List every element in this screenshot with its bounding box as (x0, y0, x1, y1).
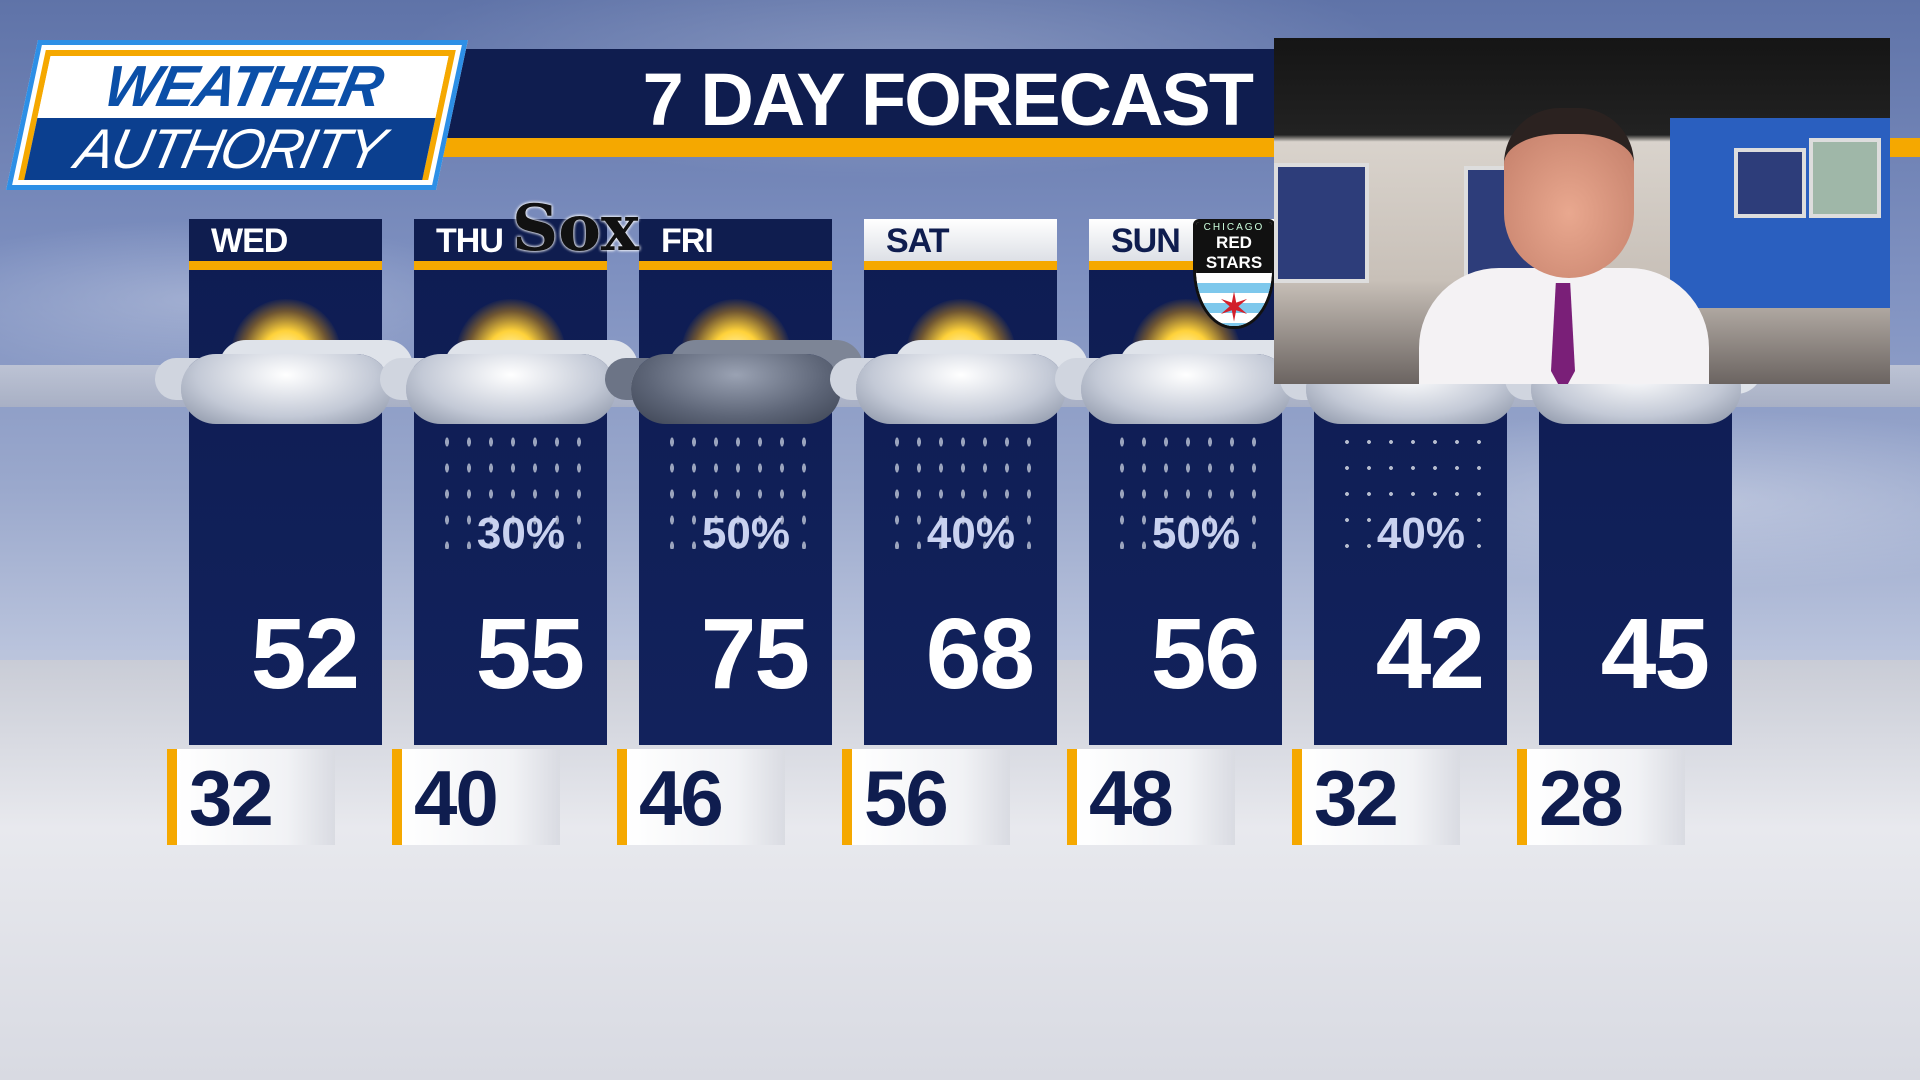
header-gold-stripe (864, 261, 1057, 270)
white-sox-logo: Sox (512, 191, 640, 266)
snow-icon (1336, 429, 1486, 549)
studio-screen (1809, 138, 1881, 218)
meteorologist (1419, 108, 1709, 384)
cloud-icon (631, 354, 841, 424)
day-column: FRI 50% 75 (631, 219, 841, 745)
high-temp: 56 (1150, 598, 1260, 710)
day-label: THU (414, 219, 607, 261)
low-temp: 32 (167, 749, 335, 845)
precip-chance: 40% (926, 509, 1015, 558)
low-temp: 48 (1067, 749, 1235, 845)
cloud-icon (406, 354, 616, 424)
title-banner: 7 DAY FORECAST (420, 49, 1274, 141)
day-label: SAT (864, 219, 1057, 261)
precip-chance: 50% (1151, 509, 1240, 558)
precip-chance: 30% (476, 509, 565, 558)
logo-line2: AUTHORITY (24, 117, 436, 180)
logo-line1: WEATHER (37, 54, 449, 119)
day-column: THU 30% 55 (406, 219, 616, 745)
rain-icon (1111, 429, 1261, 549)
cloud-icon (181, 354, 391, 424)
cloud-icon (856, 354, 1066, 424)
cloud-icon (1081, 354, 1291, 424)
rain-icon (436, 429, 586, 549)
low-temp: 46 (617, 749, 785, 845)
day-column: WED 52 (181, 219, 391, 745)
studio-screen (1734, 148, 1806, 218)
rain-icon (886, 429, 1036, 549)
high-temp: 55 (475, 598, 585, 710)
partly-sunny-rain-icon (1081, 299, 1291, 549)
header-gold-stripe (414, 261, 607, 270)
partly-sunny-rain-icon (406, 299, 616, 549)
high-temp: 75 (700, 598, 810, 710)
mostly-cloudy-rain-icon (631, 299, 841, 549)
low-temp: 28 (1517, 749, 1685, 845)
high-temp: 68 (925, 598, 1035, 710)
header-gold-stripe (639, 261, 832, 270)
low-temp: 56 (842, 749, 1010, 845)
day-column: SAT 40% 68 (856, 219, 1066, 745)
meteorologist-video-feed (1274, 38, 1890, 384)
day-label: FRI (639, 219, 832, 261)
day-label: WED (189, 219, 382, 261)
high-temp: 42 (1375, 598, 1485, 710)
studio-screen (1274, 163, 1369, 283)
weather-authority-logo: WEATHER AUTHORITY (6, 40, 468, 190)
red-stars-logo: CHICAGO RED STARS ✶ (1193, 219, 1275, 329)
low-temp: 32 (1292, 749, 1460, 845)
header-gold-stripe (189, 261, 382, 270)
high-temp: 52 (250, 598, 360, 710)
precip-chance: 40% (1376, 509, 1465, 558)
low-temp: 40 (392, 749, 560, 845)
precip-chance: 50% (701, 509, 790, 558)
partly-sunny-rain-icon (856, 299, 1066, 549)
partly-sunny-icon (181, 299, 391, 439)
high-temp: 45 (1600, 598, 1710, 710)
rain-icon (661, 429, 811, 549)
page-title: 7 DAY FORECAST (642, 58, 1254, 141)
header-gold-stripe (1089, 261, 1282, 270)
